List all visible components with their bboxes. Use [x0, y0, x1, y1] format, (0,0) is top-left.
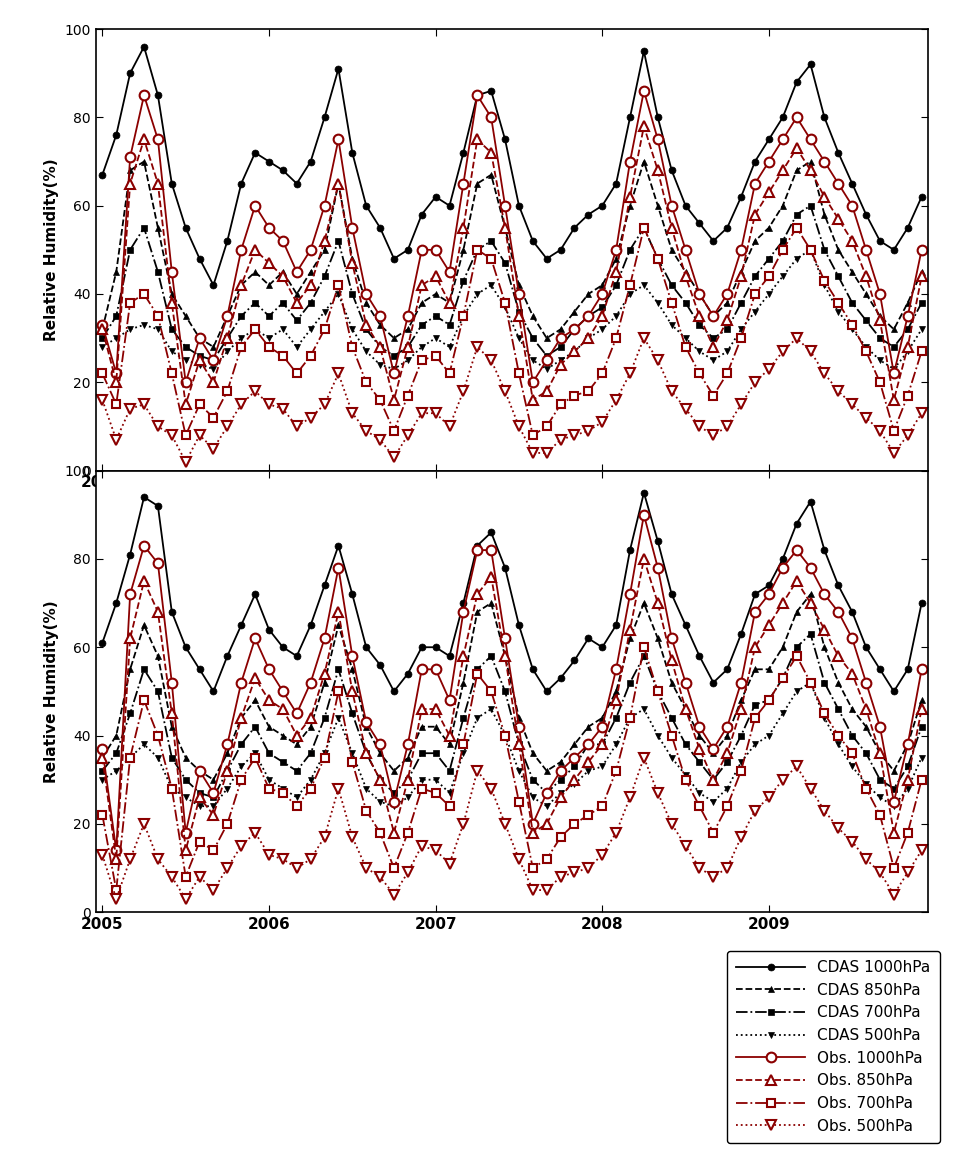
Legend: CDAS 1000hPa, CDAS 850hPa, CDAS 700hPa, CDAS 500hPa, Obs. 1000hPa, Obs. 850hPa, : CDAS 1000hPa, CDAS 850hPa, CDAS 700hPa, …	[727, 951, 940, 1142]
Y-axis label: Relative Humidity(%): Relative Humidity(%)	[44, 158, 59, 342]
Y-axis label: Relative Humidity(%): Relative Humidity(%)	[44, 600, 59, 783]
